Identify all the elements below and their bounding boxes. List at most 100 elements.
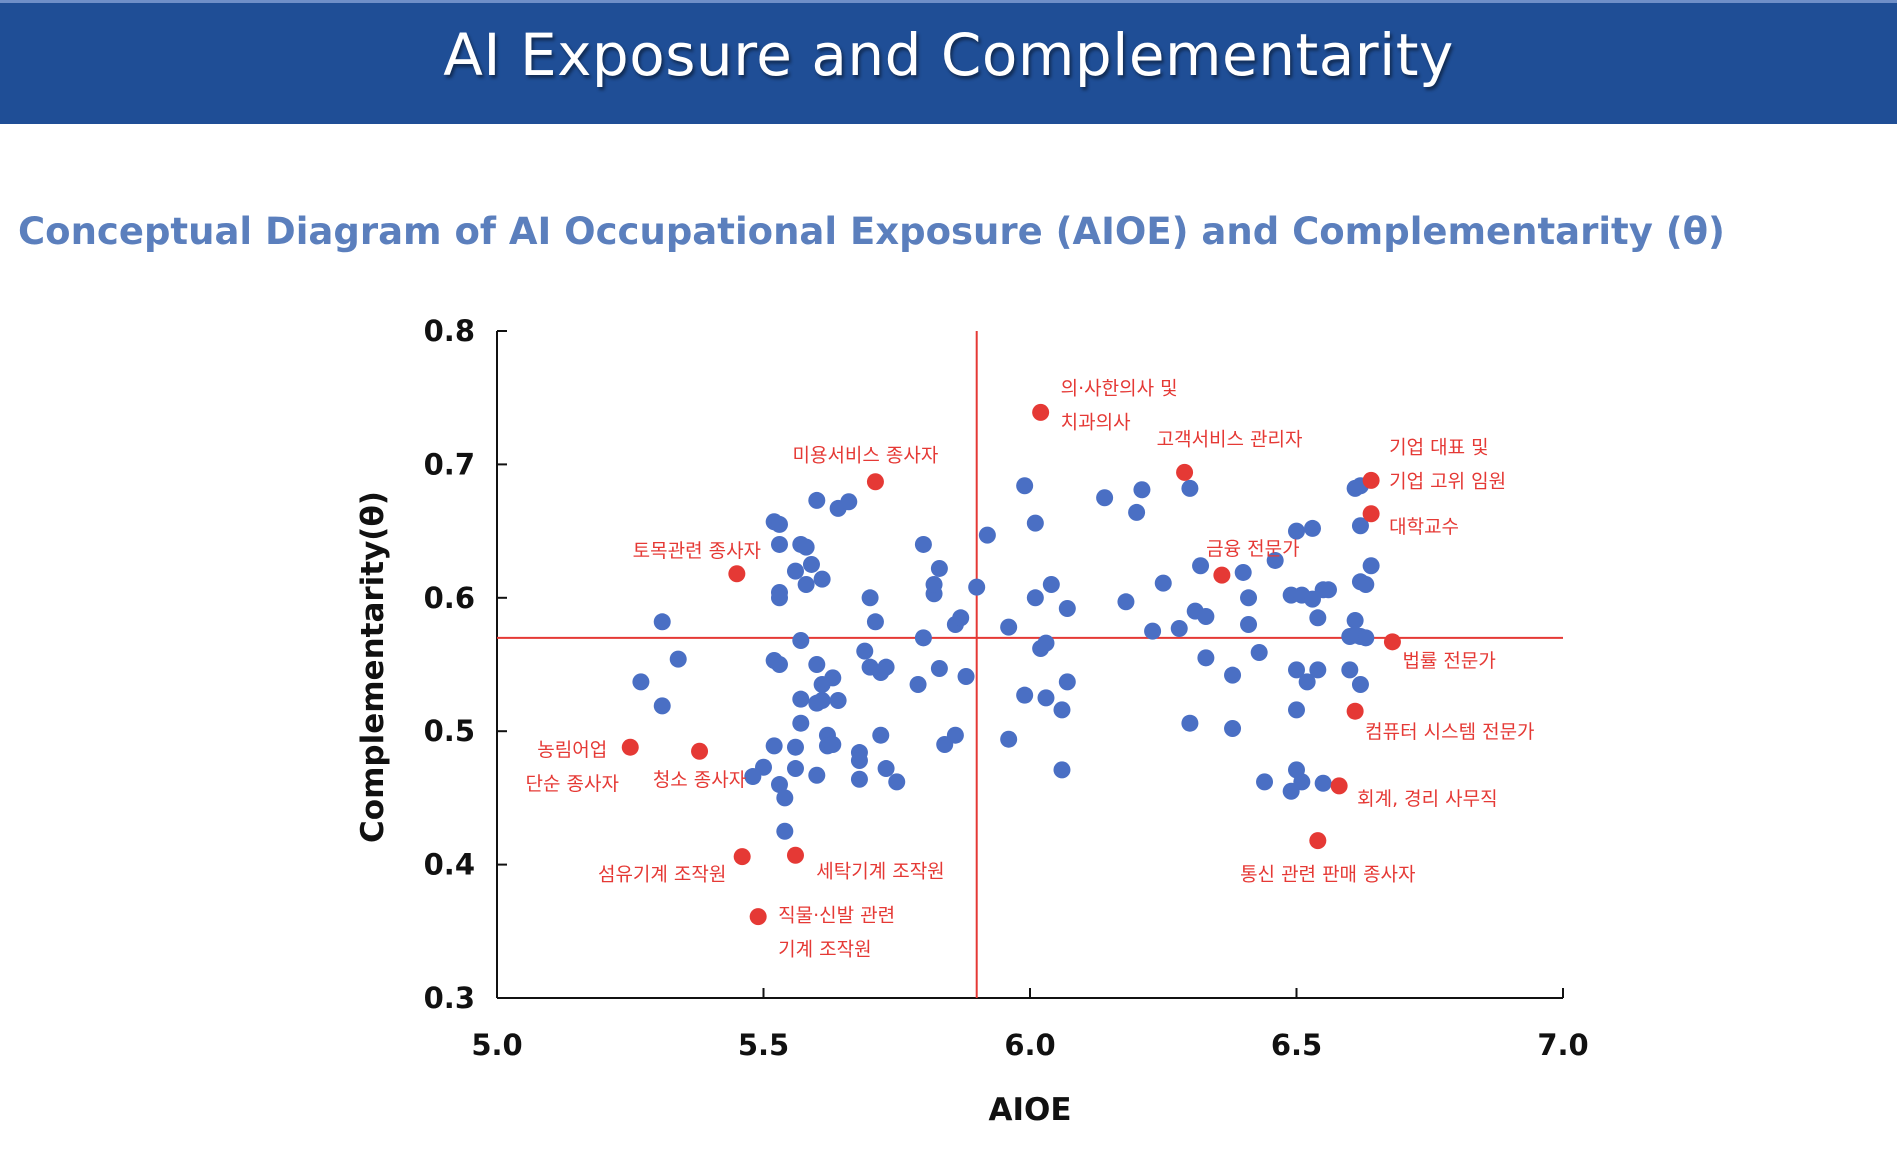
data-point [850, 770, 868, 788]
data-point [1240, 589, 1258, 607]
highlighted-point [1213, 566, 1231, 584]
data-point [824, 669, 842, 687]
data-point [1224, 666, 1242, 684]
data-point [808, 491, 826, 509]
data-point [1309, 609, 1327, 627]
point-label: 금융 전문가 [1206, 538, 1299, 560]
data-point [824, 736, 842, 754]
point-label: 기업 대표 및 [1389, 436, 1488, 458]
point-label: 섬유기계 조작원 [598, 864, 726, 886]
highlighted-point [728, 565, 746, 583]
data-point [1224, 720, 1242, 738]
data-point [813, 570, 831, 588]
data-point [808, 656, 826, 673]
data-point [877, 658, 895, 676]
data-point [1117, 593, 1135, 611]
data-point [1096, 489, 1114, 507]
data-point [786, 562, 804, 580]
data-point [1192, 557, 1210, 575]
data-point [888, 773, 906, 791]
data-point [765, 737, 783, 755]
data-point [1042, 575, 1060, 593]
data-point [776, 822, 794, 840]
highlighted-points [621, 403, 1401, 926]
data-point [1234, 563, 1252, 581]
data-point [952, 609, 970, 627]
axes: 0.3 0.4 0.5 0.6 0.7 0.8 5.0 5.5 6.0 6.5 7.0 [424, 314, 1589, 1062]
point-label: 단순 종사자 [526, 773, 619, 795]
data-point [802, 555, 820, 573]
data-point [1026, 514, 1044, 532]
data-point [776, 789, 794, 807]
point-label: 세탁기계 조작원 [816, 860, 944, 882]
data-point [1016, 477, 1034, 495]
data-point [1298, 673, 1316, 691]
data-point [930, 559, 948, 577]
highlighted-point [621, 738, 639, 756]
header-banner: AI Exposure and Complementarity [0, 0, 1897, 124]
x-tick-label: 6.5 [1271, 1028, 1322, 1062]
data-point [1309, 661, 1327, 679]
data-point [1288, 522, 1305, 540]
highlighted-point [691, 742, 709, 760]
data-point [877, 760, 895, 778]
x-tick-label: 5.5 [738, 1028, 789, 1062]
y-axis-title: Complementarity(θ) [355, 491, 391, 843]
point-label: 기계 조작원 [778, 939, 871, 961]
data-point [925, 575, 943, 593]
data-point [1341, 627, 1359, 645]
data-point [1058, 599, 1076, 617]
highlighted-point [866, 473, 884, 491]
point-label: 통신 관련 판매 종사자 [1240, 864, 1415, 886]
data-point [1181, 714, 1199, 732]
data-point [856, 642, 874, 660]
data-point [1351, 676, 1369, 694]
highlighted-point [1309, 832, 1327, 850]
point-label: 청소 종사자 [653, 769, 746, 791]
point-label: 토목관련 종사자 [633, 540, 761, 562]
blue-points [632, 477, 1380, 840]
data-point [1357, 575, 1375, 593]
data-point [1351, 517, 1369, 535]
data-point [1240, 615, 1258, 633]
data-point [1288, 701, 1305, 719]
data-point [744, 768, 762, 786]
data-point [930, 660, 948, 678]
point-label: 직물·신발 관련 [778, 905, 895, 927]
data-point [1037, 634, 1055, 652]
point-label: 대학교수 [1389, 516, 1459, 538]
data-point [1037, 689, 1055, 707]
header-title: AI Exposure and Complementarity [443, 21, 1454, 89]
data-point [861, 589, 879, 607]
y-tick-label: 0.6 [424, 581, 475, 615]
highlighted-point [749, 908, 767, 926]
point-label: 농림어업 [537, 739, 607, 761]
data-point [792, 714, 810, 732]
data-point [1053, 761, 1071, 779]
data-point [1303, 519, 1321, 537]
point-label: 고객서비스 관리자 [1157, 428, 1303, 450]
data-point [850, 752, 868, 770]
data-point [968, 578, 986, 596]
data-point [669, 650, 687, 668]
data-point [1314, 774, 1332, 792]
data-point [1170, 619, 1188, 637]
data-point [829, 692, 847, 710]
data-point [1341, 661, 1359, 679]
data-point [770, 656, 788, 673]
data-point [914, 535, 932, 553]
data-point [786, 738, 804, 756]
point-label: 미용서비스 종사자 [792, 445, 938, 467]
data-point [1250, 643, 1268, 661]
highlighted-point [786, 846, 804, 864]
chart-subtitle: Conceptual Diagram of AI Occupational Ex… [18, 210, 1725, 253]
data-point [1266, 551, 1284, 569]
data-point [946, 726, 964, 744]
data-point [1133, 481, 1151, 499]
x-tick-label: 7.0 [1537, 1028, 1588, 1062]
highlighted-point [733, 848, 751, 866]
data-point [797, 538, 815, 556]
x-tick-label: 5.0 [471, 1028, 522, 1062]
point-label: 법률 전문가 [1402, 650, 1495, 672]
